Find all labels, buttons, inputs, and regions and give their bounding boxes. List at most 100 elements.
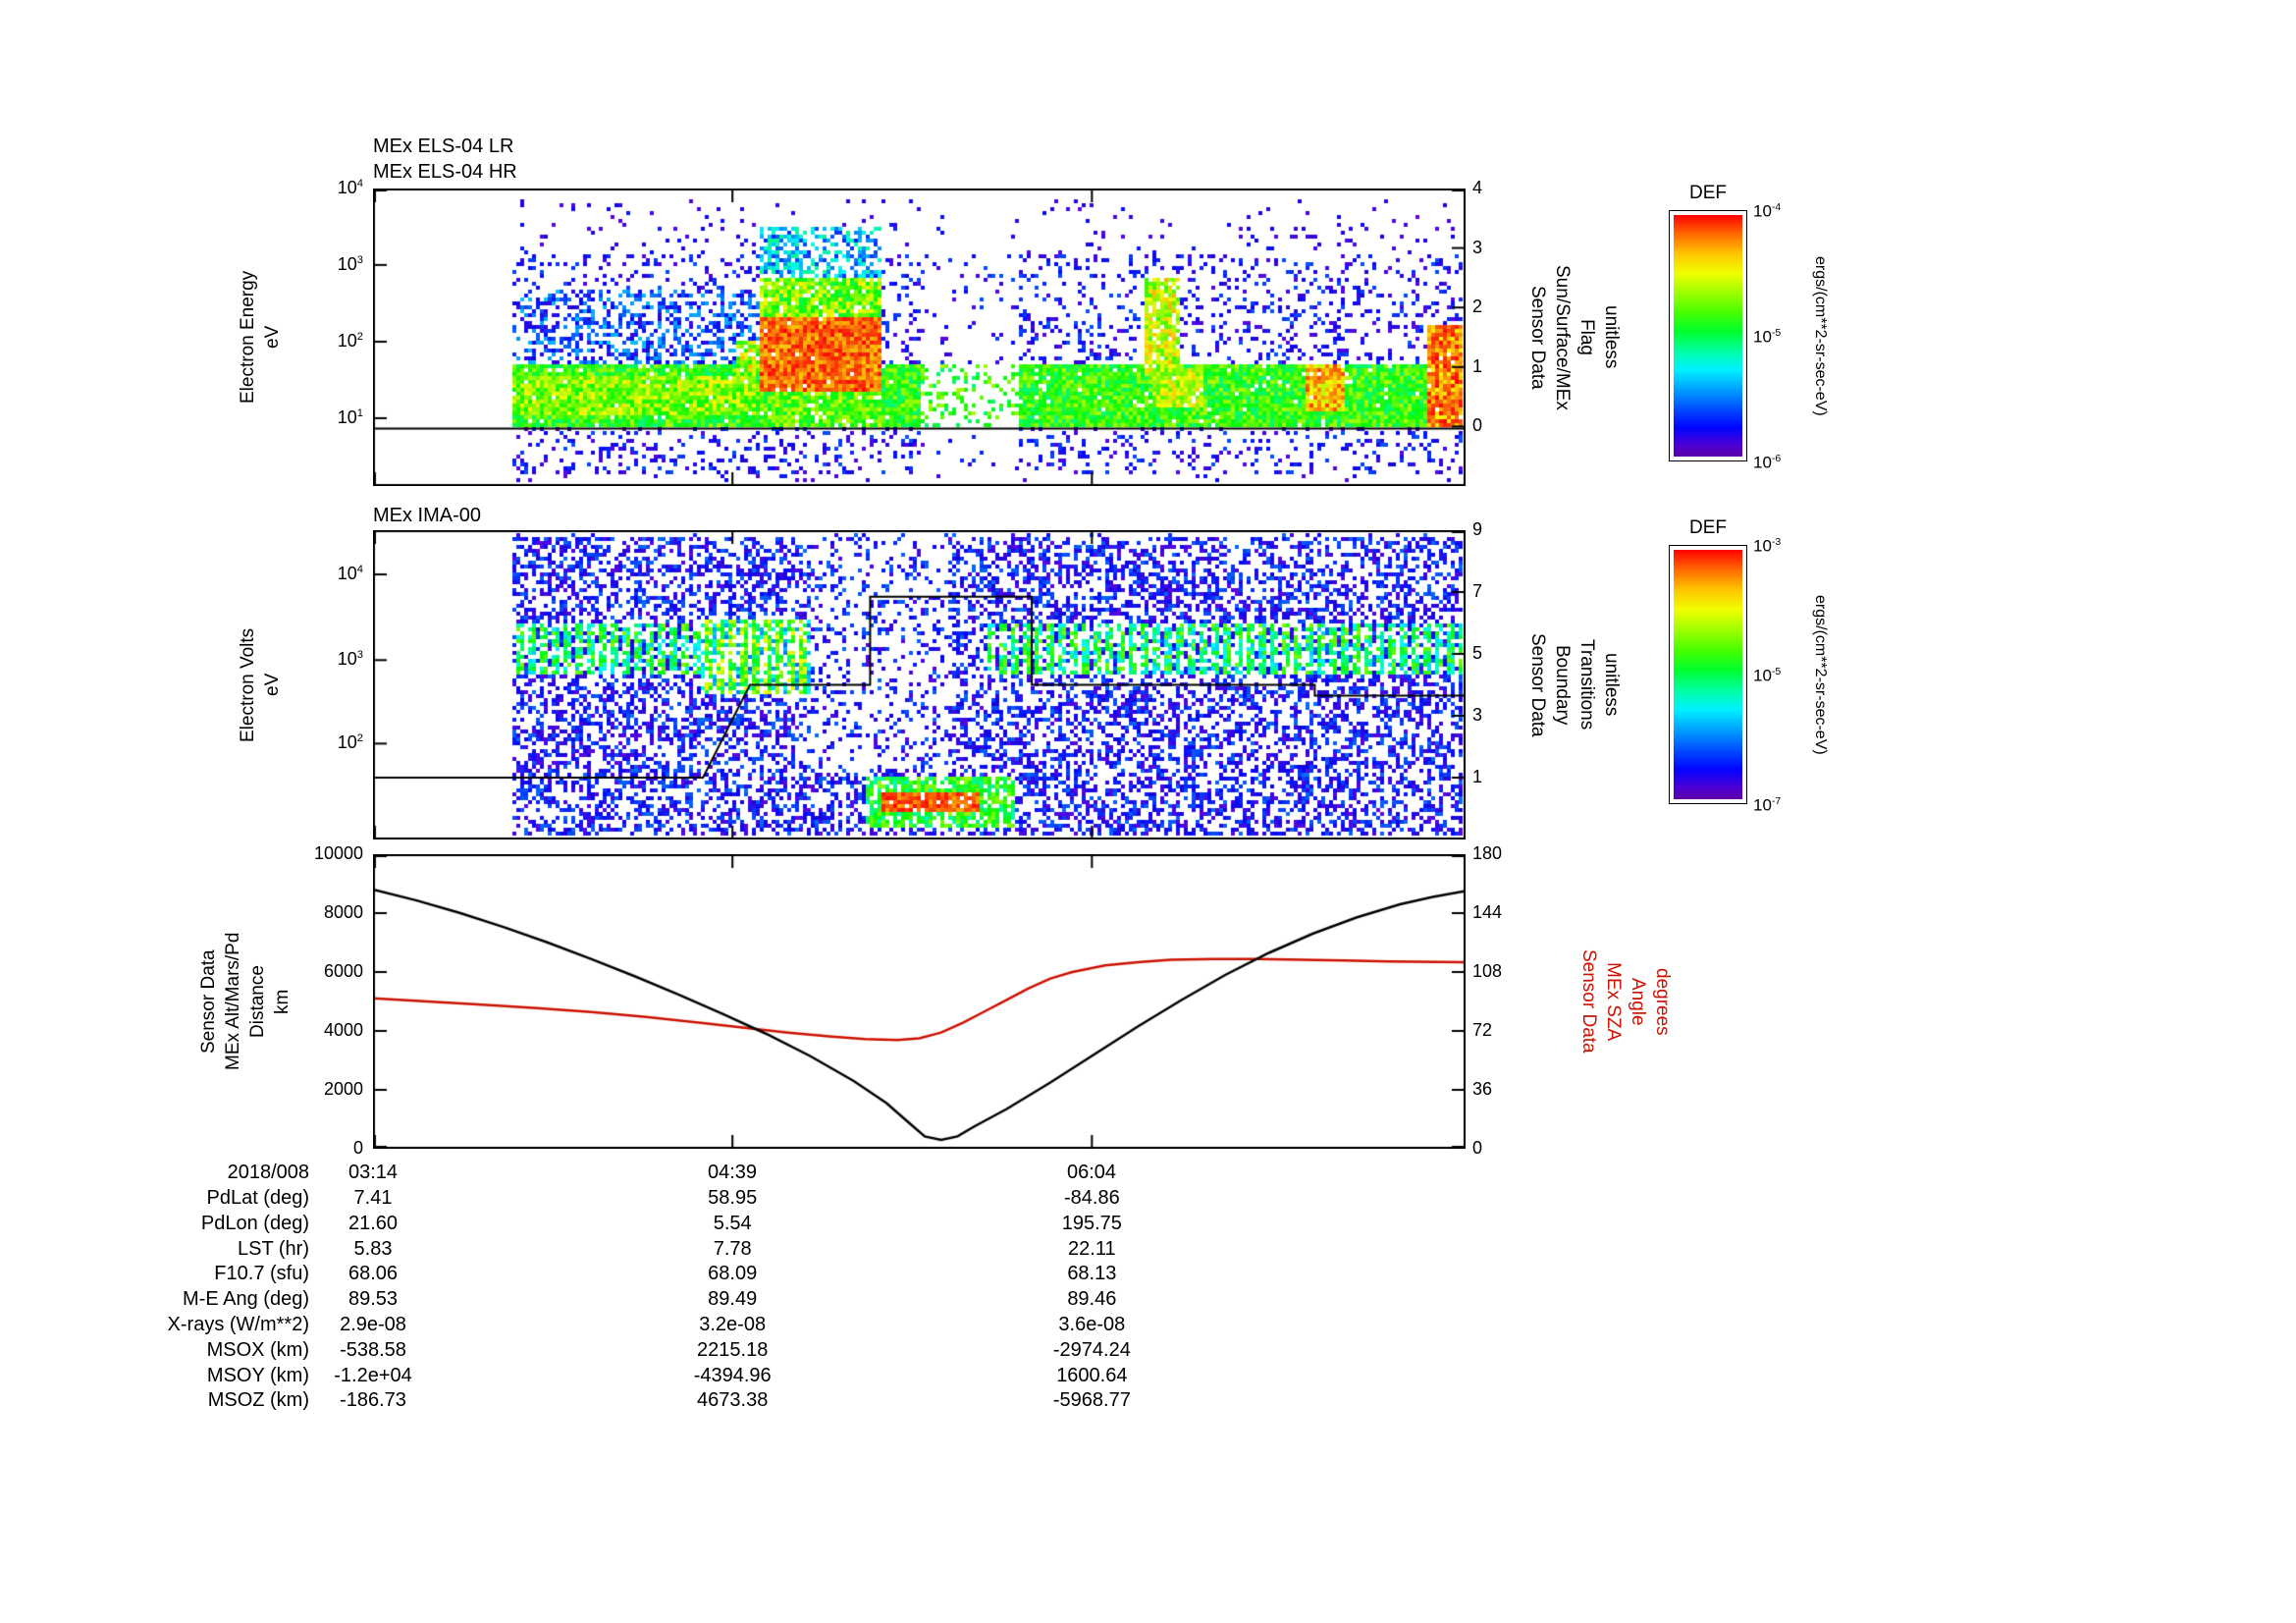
eph-value-2-1: 7.78 <box>713 1238 752 1260</box>
alt-ytick-1: 8000 <box>323 902 363 922</box>
els-spectrogram-canvas <box>373 189 1466 486</box>
time-tick-2: 06:04 <box>1066 1162 1117 1183</box>
els-right-label-line-4: unitless <box>1601 305 1622 369</box>
eph-value-5-1: 3.2e-08 <box>699 1314 767 1335</box>
ima-ytick-0: 104 <box>337 564 363 584</box>
alt-rtick-1: 144 <box>1472 902 1503 922</box>
eph-row-label-6: MSOX (km) <box>206 1339 309 1361</box>
ima-rtick-4: 1 <box>1472 767 1483 786</box>
els-right-axis-label: Sensor Data Sun/Surface/MEx Flag unitles… <box>1525 189 1624 486</box>
sza-label-line-1: Sensor Data <box>1578 949 1599 1054</box>
alt-ytick-3: 4000 <box>323 1020 363 1040</box>
els-ytick-0: 104 <box>337 178 363 197</box>
eph-value-4-0: 89.53 <box>347 1288 399 1310</box>
els-ylabel-line-1: Electron Energy <box>238 270 258 405</box>
els-y-axis-label: Electron Energy eV <box>236 189 285 486</box>
els-right-label-line-2: Sun/Surface/MEx <box>1552 264 1573 410</box>
ima-rtick-3: 3 <box>1472 705 1483 725</box>
colorbar2-tick-0: 10-3 <box>1753 536 1782 556</box>
ima-right-label-line-1: Sensor Data <box>1527 632 1548 737</box>
ima-spectrogram-canvas <box>373 530 1466 839</box>
eph-value-1-1: 5.54 <box>713 1213 752 1234</box>
eph-value-8-2: -5968.77 <box>1052 1389 1131 1411</box>
colorbar2-unit-label: ergs/(cm**2-sr-sec-eV) <box>1812 594 1829 755</box>
eph-value-1-0: 21.60 <box>347 1213 399 1234</box>
alt-sza-lineplot-canvas <box>373 854 1466 1149</box>
colorbar2-gradient <box>1674 550 1742 799</box>
eph-value-8-1: 4673.38 <box>697 1389 769 1411</box>
eph-value-6-0: -538.58 <box>340 1339 406 1361</box>
ima-title: MEx IMA-00 <box>373 505 482 526</box>
colorbar1-unit-label: ergs/(cm**2-sr-sec-eV) <box>1812 255 1829 416</box>
els-title-hr: MEx ELS-04 HR <box>373 161 517 183</box>
eph-value-0-2: -84.86 <box>1063 1187 1120 1209</box>
alt-rtick-5: 0 <box>1472 1138 1483 1158</box>
els-ytick-2: 102 <box>337 331 363 352</box>
eph-row-label-0: PdLat (deg) <box>206 1187 309 1209</box>
ima-y-axis-label: Electron Volts eV <box>236 530 285 839</box>
alt-rtick-2: 108 <box>1472 961 1503 981</box>
ima-right-label-line-3: Transitions <box>1576 639 1597 730</box>
els-right-label-line-1: Sensor Data <box>1527 285 1548 390</box>
eph-value-4-2: 89.46 <box>1067 1288 1117 1310</box>
colorbar1-tick-2: 10-6 <box>1753 453 1782 472</box>
eph-value-1-2: 195.75 <box>1061 1213 1122 1234</box>
date-label: 2018/008 <box>227 1162 309 1183</box>
colorbar1-tick-0: 10-4 <box>1753 201 1782 221</box>
alt-ytick-4: 2000 <box>323 1079 363 1099</box>
ima-right-label-line-4: unitless <box>1601 653 1622 717</box>
colorbar1-gradient <box>1674 215 1742 457</box>
els-ylabel-line-2: eV <box>262 325 283 350</box>
eph-value-0-0: 7.41 <box>353 1187 393 1209</box>
eph-row-label-7: MSOY (km) <box>206 1365 309 1386</box>
els-ytick-1: 103 <box>337 253 363 274</box>
ima-ylabel-line-1: Electron Volts <box>238 627 258 742</box>
alt-ytick-0: 10000 <box>313 843 363 863</box>
alt-rtick-3: 72 <box>1472 1020 1493 1040</box>
ima-rtick-2: 5 <box>1472 643 1483 663</box>
eph-value-3-2: 68.13 <box>1067 1263 1117 1284</box>
colorbar1 <box>1669 210 1747 461</box>
eph-value-7-2: 1600.64 <box>1056 1365 1128 1386</box>
els-right-label-line-3: Flag <box>1576 319 1597 355</box>
alt-ylabel-line-1: Sensor Data <box>198 949 219 1054</box>
colorbar1-title: DEF <box>1689 183 1727 203</box>
els-title-lr: MEx ELS-04 LR <box>373 135 514 157</box>
eph-value-6-2: -2974.24 <box>1052 1339 1131 1361</box>
alt-ylabel-line-2: MEx Alt/Mars/Pd <box>223 932 243 1071</box>
eph-value-6-1: 2215.18 <box>697 1339 769 1361</box>
alt-rtick-4: 36 <box>1472 1079 1493 1099</box>
eph-row-label-8: MSOZ (km) <box>207 1389 309 1411</box>
eph-row-label-4: M-E Ang (deg) <box>183 1288 309 1310</box>
eph-row-label-3: F10.7 (sfu) <box>214 1263 309 1284</box>
els-rtick-4: 0 <box>1472 415 1483 436</box>
colorbar2-title: DEF <box>1689 517 1727 538</box>
eph-row-label-2: LST (hr) <box>238 1238 309 1260</box>
eph-value-2-2: 22.11 <box>1068 1238 1116 1260</box>
ima-ylabel-line-2: eV <box>262 673 283 697</box>
eph-value-3-1: 68.09 <box>708 1263 758 1284</box>
ima-rtick-0: 9 <box>1472 519 1483 539</box>
eph-value-5-2: 3.6e-08 <box>1058 1314 1126 1335</box>
alt-y-axis-label: Sensor Data MEx Alt/Mars/Pd Distance km <box>196 854 294 1149</box>
ima-right-axis-label: Sensor Data Boundary Transitions unitles… <box>1525 530 1624 839</box>
sza-label-line-4: degrees <box>1652 967 1673 1036</box>
colorbar2-tick-2: 10-7 <box>1753 795 1782 815</box>
eph-row-label-1: PdLon (deg) <box>200 1213 309 1234</box>
eph-value-3-0: 68.06 <box>347 1263 399 1284</box>
alt-rtick-0: 180 <box>1472 843 1503 863</box>
colorbar2 <box>1669 545 1747 804</box>
colorbar2-tick-1: 10-5 <box>1753 666 1782 685</box>
eph-value-7-1: -4394.96 <box>693 1365 772 1386</box>
eph-value-5-0: 2.9e-08 <box>340 1314 406 1335</box>
ima-right-label-line-2: Boundary <box>1552 644 1573 726</box>
els-rtick-1: 3 <box>1472 237 1483 257</box>
sza-label-line-3: Angle <box>1628 977 1648 1026</box>
els-rtick-3: 1 <box>1472 355 1483 376</box>
eph-value-2-0: 5.83 <box>353 1238 393 1260</box>
alt-ylabel-line-3: Distance <box>247 965 268 1038</box>
eph-value-7-0: -1.2e+04 <box>334 1365 412 1386</box>
els-rtick-0: 4 <box>1472 178 1483 197</box>
ima-rtick-1: 7 <box>1472 581 1483 601</box>
